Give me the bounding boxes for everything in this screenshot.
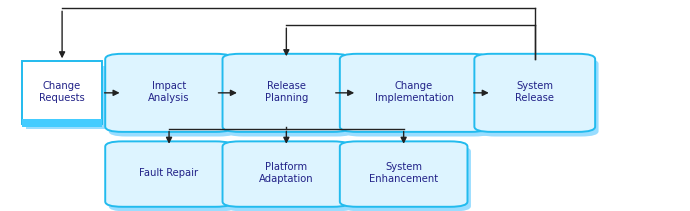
FancyBboxPatch shape	[109, 146, 236, 211]
Text: System
Enhancement: System Enhancement	[369, 162, 438, 184]
FancyBboxPatch shape	[339, 141, 468, 207]
FancyBboxPatch shape	[226, 146, 353, 211]
FancyBboxPatch shape	[222, 54, 350, 132]
FancyBboxPatch shape	[339, 54, 489, 132]
FancyBboxPatch shape	[475, 54, 595, 132]
FancyBboxPatch shape	[22, 119, 102, 127]
Text: Platform
Adaptation: Platform Adaptation	[259, 162, 314, 184]
Text: Change
Implementation: Change Implementation	[375, 81, 453, 103]
FancyBboxPatch shape	[344, 58, 491, 137]
FancyBboxPatch shape	[344, 146, 471, 211]
FancyBboxPatch shape	[109, 58, 236, 137]
FancyBboxPatch shape	[222, 141, 350, 207]
Text: System
Release: System Release	[515, 81, 554, 103]
FancyBboxPatch shape	[105, 54, 233, 132]
FancyBboxPatch shape	[477, 58, 598, 137]
FancyBboxPatch shape	[105, 141, 233, 207]
Text: Impact
Analysis: Impact Analysis	[148, 81, 190, 103]
FancyBboxPatch shape	[226, 58, 353, 137]
FancyBboxPatch shape	[26, 66, 105, 129]
Text: Fault Repair: Fault Repair	[139, 168, 199, 178]
FancyBboxPatch shape	[22, 61, 102, 124]
Text: Release
Planning: Release Planning	[265, 81, 308, 103]
Text: Change
Requests: Change Requests	[39, 81, 85, 103]
